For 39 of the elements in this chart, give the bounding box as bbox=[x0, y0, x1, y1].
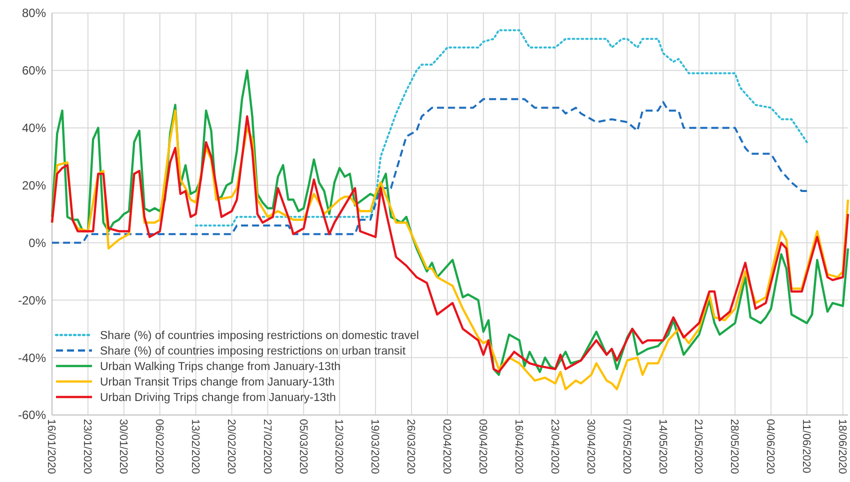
line-series bbox=[51, 98, 808, 244]
x-tick-label: 19/03/2020 bbox=[368, 419, 381, 474]
x-tick-label: 23/01/2020 bbox=[81, 419, 94, 474]
x-tick-label: 12/03/2020 bbox=[332, 419, 345, 474]
x-tick-label: 11/06/2020 bbox=[800, 419, 812, 474]
line-series bbox=[194, 29, 808, 226]
x-tick-label: 18/06/2020 bbox=[836, 419, 848, 474]
x-tick-label: 30/04/2020 bbox=[584, 419, 596, 474]
y-tick-label: 0% bbox=[28, 236, 46, 250]
x-tick-label: 13/02/2020 bbox=[188, 419, 201, 474]
x-tick-label: 16/04/2020 bbox=[512, 419, 524, 474]
x-tick-label: 21/05/2020 bbox=[692, 419, 704, 474]
x-tick-label: 26/03/2020 bbox=[404, 419, 417, 474]
legend-label: Urban Transit Trips change from January-13th bbox=[100, 376, 335, 389]
x-tick-label: 28/05/2020 bbox=[728, 419, 740, 474]
y-tick-label: 80% bbox=[22, 6, 46, 20]
y-tick-label: -20% bbox=[18, 293, 46, 308]
x-tick-label: 04/06/2020 bbox=[764, 419, 776, 474]
y-tick-label: 20% bbox=[22, 178, 46, 192]
y-tick-label: 40% bbox=[22, 121, 46, 136]
x-tick-label: 06/02/2020 bbox=[152, 419, 165, 474]
legend-label: Urban Walking Trips change from January-13th bbox=[100, 361, 341, 374]
x-tick-label: 20/02/2020 bbox=[224, 419, 237, 474]
x-tick-label: 14/05/2020 bbox=[656, 419, 668, 474]
legend-label: Share (%) of countries imposing restrictions on domestic travel bbox=[100, 330, 419, 342]
legend-label: Urban Driving Trips change from January-13th bbox=[100, 392, 336, 404]
y-tick-label: -40% bbox=[18, 350, 46, 365]
y-tick-label: 60% bbox=[22, 64, 46, 78]
x-tick-label: 23/04/2020 bbox=[548, 419, 560, 474]
line-series bbox=[50, 69, 850, 376]
x-tick-label: 16/01/2020 bbox=[45, 419, 58, 474]
x-tick-label: 30/01/2020 bbox=[117, 419, 130, 474]
x-tick-label: 07/05/2020 bbox=[620, 419, 632, 474]
x-tick-label: 02/04/2020 bbox=[440, 419, 453, 474]
x-tick-label: 09/04/2020 bbox=[476, 419, 489, 474]
y-tick-label: -60% bbox=[18, 408, 46, 422]
legend-label: Share (%) of countries imposing restrictions on urban transit bbox=[100, 346, 406, 358]
x-tick-label: 27/02/2020 bbox=[260, 419, 273, 474]
x-tick-label: 05/03/2020 bbox=[296, 419, 309, 474]
